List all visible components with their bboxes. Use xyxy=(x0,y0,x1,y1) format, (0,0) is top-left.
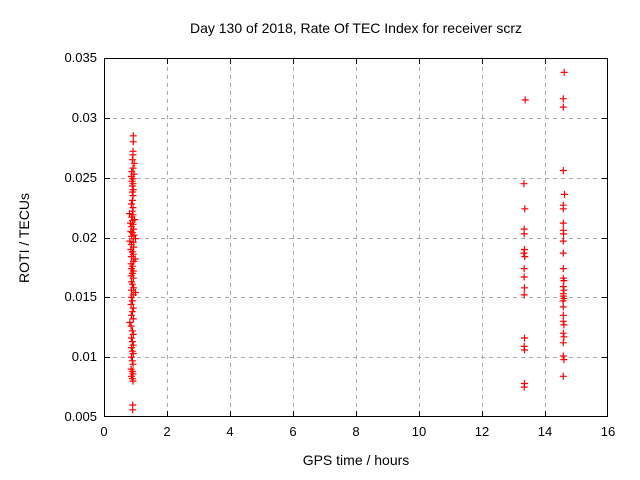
plot-border xyxy=(104,58,608,417)
y-tick-label: 0.025 xyxy=(64,169,97,185)
y-tick-label: 0.015 xyxy=(64,289,97,305)
y-tick-label: 0.01 xyxy=(71,349,97,365)
x-tick-label: 10 xyxy=(411,424,427,439)
x-tick-label: 2 xyxy=(163,424,171,439)
x-tick-label: 14 xyxy=(537,424,553,439)
x-tick-label: 6 xyxy=(289,424,297,439)
x-tick-label: 12 xyxy=(474,424,490,439)
gridlines xyxy=(105,59,607,416)
x-axis-label: GPS time / hours xyxy=(302,452,410,468)
y-tick-label: 0.02 xyxy=(71,229,97,245)
x-tick-label: 16 xyxy=(600,424,616,439)
chart-title: Day 130 of 2018, Rate Of TEC Index for r… xyxy=(189,20,522,36)
y-tick-label: 0.035 xyxy=(64,50,97,65)
x-tick-label: 8 xyxy=(352,424,360,439)
plot-area xyxy=(104,58,608,417)
y-tick-label: 0.03 xyxy=(71,109,97,125)
x-tick-label: 4 xyxy=(226,424,234,439)
x-tick-label: 0 xyxy=(100,424,108,439)
data-points-roti xyxy=(126,68,568,414)
y-tick-label: 0.005 xyxy=(64,409,97,424)
